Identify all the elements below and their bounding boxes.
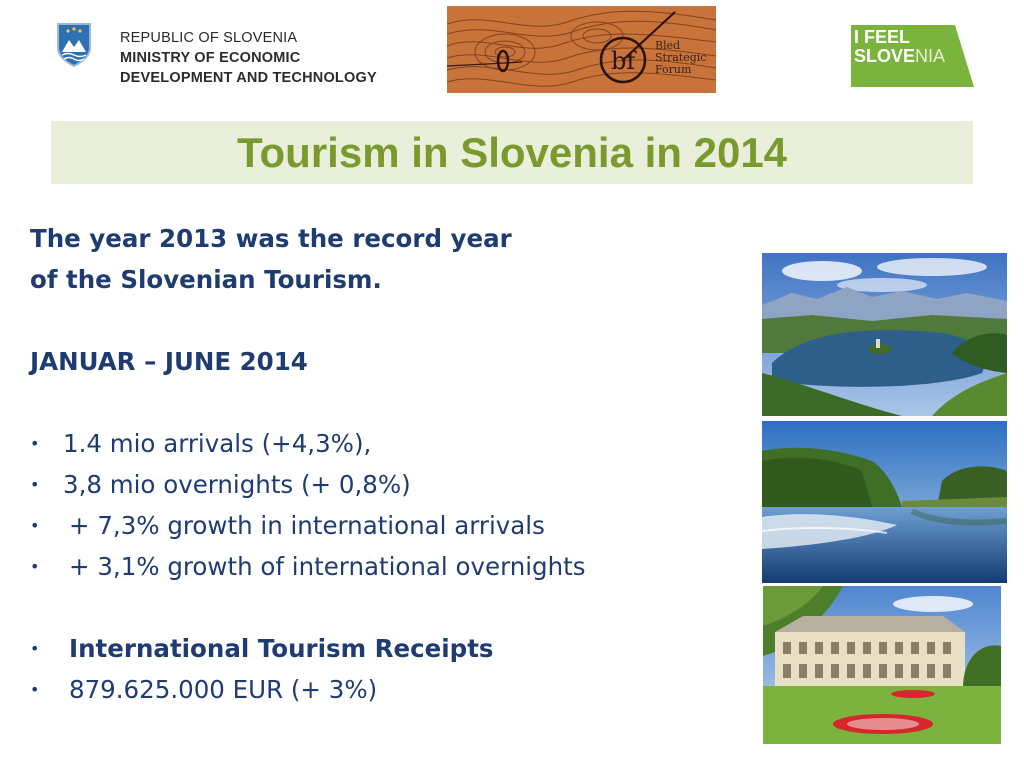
bullet-icon: • — [30, 516, 40, 535]
palace-park-photo — [763, 586, 1001, 744]
ifs-part-1: S — [854, 46, 867, 66]
bullet-icon: • — [30, 639, 40, 658]
list-item: • + 7,3% growth in international arrivals — [30, 505, 750, 546]
bullet-icon: • — [30, 475, 40, 494]
stat-intl-overnights: + 3,1% growth of international overnight… — [69, 552, 586, 581]
list-item: • 879.625.000 EUR (+ 3%) — [30, 669, 750, 710]
intro-text: The year 2013 was the record year of the… — [30, 218, 750, 300]
logo-leaf-shape — [851, 25, 974, 87]
svg-text:bf: bf — [611, 47, 637, 75]
title-band: Tourism in Slovenia in 2014 — [51, 121, 973, 184]
bsf-line-1: Bled — [655, 39, 681, 52]
stat-arrivals: 1.4 mio arrivals (+4,3%), — [63, 429, 372, 458]
ifs-line-1: I FEEL — [854, 27, 911, 47]
ifs-part-3: NIA — [915, 46, 946, 66]
bullet-icon: • — [30, 434, 40, 453]
list-item: • International Tourism Receipts — [30, 628, 750, 669]
coat-of-arms-icon — [57, 23, 91, 68]
list-item: • 1.4 mio arrivals (+4,3%), — [30, 423, 750, 464]
ministry-line-3: DEVELOPMENT AND TECHNOLOGY — [120, 70, 377, 86]
receipts-value: 879.625.000 EUR (+ 3%) — [69, 675, 378, 704]
slide-content: The year 2013 was the record year of the… — [30, 218, 750, 710]
ministry-line-1: REPUBLIC OF SLOVENIA — [120, 30, 298, 46]
ifs-part-2: LOVE — [866, 46, 916, 66]
receipts-list: • International Tourism Receipts • 879.625… — [30, 628, 750, 710]
bullet-icon: • — [30, 557, 40, 576]
list-item: • 3,8 mio overnights (+ 0,8%) — [30, 464, 750, 505]
list-item: • + 3,1% growth of international overnigh… — [30, 546, 750, 587]
river-photo — [762, 421, 1007, 583]
stats-list: • 1.4 mio arrivals (+4,3%), • 3,8 mio over… — [30, 423, 750, 587]
receipts-title: International Tourism Receipts — [69, 634, 494, 663]
ministry-line-2: MINISTRY OF ECONOMIC — [120, 50, 301, 66]
stat-intl-arrivals: + 7,3% growth in international arrivals — [69, 511, 545, 540]
i-feel-slovenia-logo: I FEEL SLOVENIA — [851, 25, 974, 87]
slide-title: Tourism in Slovenia in 2014 — [236, 129, 788, 176]
intro-line-2: of the Slovenian Tourism. — [30, 265, 382, 294]
lake-bled-photo — [762, 253, 1007, 416]
intro-line-1: The year 2013 was the record year — [30, 224, 512, 253]
bsf-line-2: Strategic — [655, 51, 707, 64]
period-heading: JANUAR – JUNE 2014 — [30, 347, 308, 376]
contour-map-graphic: bf — [447, 6, 716, 93]
bsf-line-3: Forum — [655, 63, 692, 76]
stat-overnights: 3,8 mio overnights (+ 0,8%) — [63, 470, 411, 499]
bled-strategic-forum-logo: bf Bled Strategic Forum — [447, 6, 716, 93]
bullet-icon: • — [30, 680, 40, 699]
